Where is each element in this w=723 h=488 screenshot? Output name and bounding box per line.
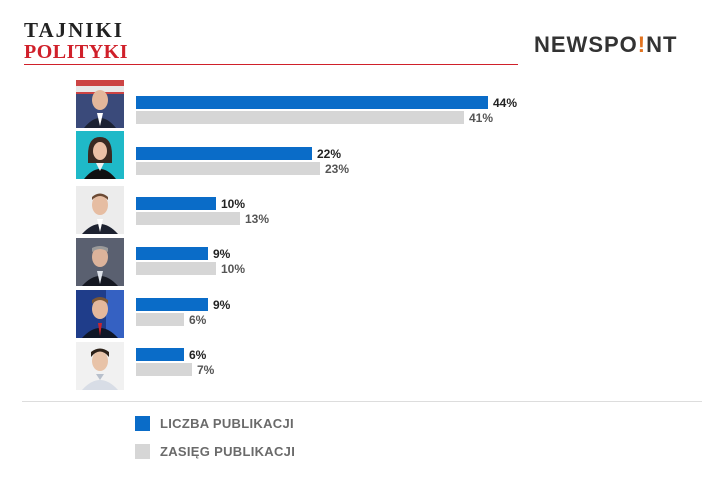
newspoint-logo-part-a: NEWSPO [534, 32, 638, 57]
logo-line-2: POLITYKI [24, 41, 129, 63]
avatar-row-1 [76, 80, 124, 128]
avatar-row-4 [76, 238, 124, 286]
bar-liczba-1 [136, 96, 488, 109]
footer-divider [22, 401, 702, 402]
bar-liczba-4 [136, 247, 208, 260]
data-label-liczba-1: 44% [493, 96, 517, 110]
data-label-liczba-5: 9% [213, 298, 231, 312]
bar-liczba-6 [136, 348, 184, 361]
data-label-liczba-6: 6% [189, 348, 207, 362]
legend-label-zasieg: ZASIĘG PUBLIKACJI [160, 444, 296, 459]
newspoint-logo-part-b: NT [646, 32, 678, 57]
bar-zasieg-2 [136, 162, 320, 175]
avatar-row-3 [76, 186, 124, 234]
data-label-zasieg-2: 23% [325, 162, 349, 176]
legend-item-liczba: LICZBA PUBLIKACJI [135, 415, 295, 432]
legend: LICZBA PUBLIKACJI ZASIĘG PUBLIKACJI [135, 415, 295, 471]
bar-liczba-5 [136, 298, 208, 311]
avatar-row-2 [76, 131, 124, 179]
newspoint-logo-accent: ! [637, 32, 647, 57]
bar-zasieg-3 [136, 212, 240, 225]
data-label-liczba-3: 10% [221, 197, 245, 211]
portrait-icon [76, 131, 124, 179]
bar-zasieg-5 [136, 313, 184, 326]
data-label-zasieg-3: 13% [245, 212, 269, 226]
bar-zasieg-1 [136, 111, 464, 124]
data-label-zasieg-6: 7% [197, 363, 215, 377]
avatar-row-6 [76, 342, 124, 390]
bar-chart: 44%22%10%9%9%6%41%23%13%10%6%7% [136, 96, 517, 377]
portrait-icon [76, 186, 124, 234]
portrait-icon [76, 80, 124, 128]
data-label-liczba-2: 22% [317, 147, 341, 161]
logo-line-1: TAJNIKI [24, 18, 124, 42]
data-label-zasieg-1: 41% [469, 111, 493, 125]
bar-zasieg-4 [136, 262, 216, 275]
bar-liczba-3 [136, 197, 216, 210]
portrait-icon [76, 290, 124, 338]
legend-swatch-zasieg [135, 444, 150, 459]
legend-label-liczba: LICZBA PUBLIKACJI [160, 416, 294, 431]
bar-liczba-2 [136, 147, 312, 160]
header-divider [24, 64, 518, 65]
legend-item-zasieg: ZASIĘG PUBLIKACJI [135, 443, 295, 460]
data-label-zasieg-4: 10% [221, 262, 245, 276]
portrait-icon [76, 342, 124, 390]
data-label-zasieg-5: 6% [189, 313, 207, 327]
newspoint-logo: NEWSPO!NT [534, 32, 677, 58]
avatar-row-5 [76, 290, 124, 338]
data-label-liczba-4: 9% [213, 247, 231, 261]
tajniki-polityki-logo: TAJNIKI POLITYKI [24, 18, 129, 63]
legend-swatch-liczba [135, 416, 150, 431]
bar-zasieg-6 [136, 363, 192, 376]
portrait-icon [76, 238, 124, 286]
